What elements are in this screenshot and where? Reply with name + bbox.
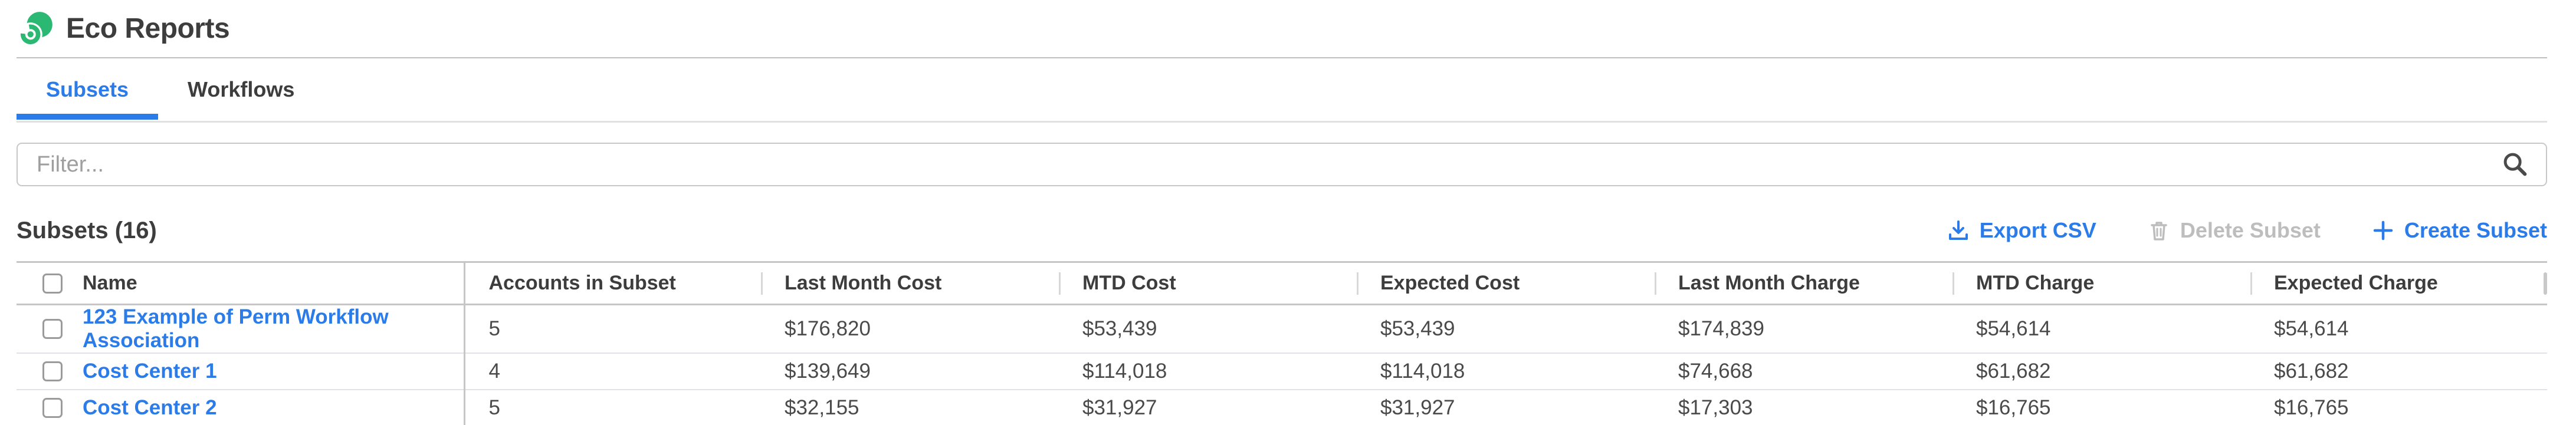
tab-subsets[interactable]: Subsets bbox=[17, 58, 159, 121]
subset-name-link[interactable]: 123 Example of Perm Workflow Association bbox=[83, 305, 389, 352]
toolbar-actions: Export CSV Delete Subset Create Subset bbox=[1947, 218, 2547, 243]
delete-subset-button[interactable]: Delete Subset bbox=[2147, 218, 2321, 243]
mtd-cost-cell: $31,927 bbox=[1082, 396, 1157, 419]
create-subset-label: Create Subset bbox=[2404, 218, 2547, 242]
last-month-cost-cell: $139,649 bbox=[785, 360, 871, 383]
mtd-charge-cell: $61,682 bbox=[1976, 360, 2051, 383]
page-title: Eco Reports bbox=[66, 13, 230, 44]
subsets-table: Name Accounts in Subset Last Month Cost … bbox=[17, 261, 2547, 425]
subset-name-link[interactable]: Cost Center 1 bbox=[83, 360, 217, 383]
row-checkbox[interactable] bbox=[42, 397, 63, 418]
accounts-cell: 5 bbox=[488, 317, 500, 340]
accounts-cell: 5 bbox=[488, 396, 500, 419]
select-all-cell bbox=[17, 262, 83, 305]
accounts-cell: 4 bbox=[488, 360, 500, 383]
subset-name-link[interactable]: Cost Center 2 bbox=[83, 396, 217, 419]
plus-icon bbox=[2373, 220, 2393, 240]
row-select-cell bbox=[17, 305, 83, 354]
column-header-expected-cost[interactable]: Expected Cost bbox=[1357, 262, 1655, 305]
download-icon bbox=[1948, 220, 1968, 240]
select-all-checkbox[interactable] bbox=[42, 273, 63, 294]
column-header-accounts[interactable]: Accounts in Subset bbox=[488, 272, 676, 294]
column-header-mtd-charge[interactable]: MTD Charge bbox=[1952, 262, 2250, 305]
subsets-toolbar: Subsets (16) Export CSV Delete Subset bbox=[17, 213, 2547, 248]
table-row: 123 Example of Perm Workflow Association… bbox=[17, 304, 2547, 354]
app-logo-icon bbox=[18, 11, 52, 46]
filter-bar bbox=[17, 143, 2547, 186]
tab-subsets-label: Subsets bbox=[46, 77, 129, 101]
subsets-count-heading: Subsets (16) bbox=[17, 217, 157, 243]
last-month-cost-cell: $176,820 bbox=[785, 317, 871, 340]
page: Eco Reports Subsets Workflows Subsets (1… bbox=[17, 0, 2547, 425]
last-month-cost-cell: $32,155 bbox=[785, 396, 859, 419]
mtd-charge-cell: $54,614 bbox=[1976, 317, 2051, 340]
row-checkbox[interactable] bbox=[42, 319, 63, 339]
column-header-last-month-cost[interactable]: Last Month Cost bbox=[761, 262, 1059, 305]
column-header-last-month-charge[interactable]: Last Month Charge bbox=[1655, 262, 1952, 305]
tab-workflows[interactable]: Workflows bbox=[158, 58, 324, 121]
export-csv-label: Export CSV bbox=[1979, 218, 2096, 242]
subset-name-cell: Cost Center 1 bbox=[83, 353, 465, 390]
active-tab-underline bbox=[17, 114, 159, 120]
tab-workflows-label: Workflows bbox=[188, 77, 295, 101]
subset-name-cell: 123 Example of Perm Workflow Association bbox=[83, 304, 465, 353]
column-header-name[interactable]: Name bbox=[83, 262, 465, 305]
expected-charge-cell: $61,682 bbox=[2274, 360, 2349, 383]
tab-bar: Subsets Workflows bbox=[17, 58, 2547, 123]
mtd-cost-cell: $114,018 bbox=[1082, 360, 1167, 383]
trash-icon bbox=[2151, 222, 2167, 240]
column-header-expected-charge[interactable]: Expected Charge bbox=[2250, 262, 2547, 305]
expected-cost-cell: $53,439 bbox=[1380, 317, 1455, 340]
last-month-charge-cell: $74,668 bbox=[1678, 360, 1753, 383]
table-row: Cost Center 1 4 $139,649 $114,018 $114,0… bbox=[17, 353, 2547, 390]
expected-cost-cell: $31,927 bbox=[1380, 396, 1455, 419]
app-header: Eco Reports bbox=[17, 0, 2547, 58]
expected-charge-cell: $16,765 bbox=[2274, 396, 2349, 419]
delete-subset-label: Delete Subset bbox=[2180, 218, 2321, 242]
mtd-charge-cell: $16,765 bbox=[1976, 396, 2051, 419]
last-month-charge-cell: $174,839 bbox=[1678, 317, 1764, 340]
row-checkbox[interactable] bbox=[42, 361, 63, 381]
subset-name-cell: Cost Center 2 bbox=[83, 390, 465, 425]
expected-cost-cell: $114,018 bbox=[1380, 360, 1465, 383]
row-select-cell bbox=[17, 390, 83, 425]
filter-input[interactable] bbox=[17, 143, 2547, 186]
search-icon bbox=[2503, 153, 2527, 176]
row-select-cell bbox=[17, 353, 83, 390]
last-month-charge-cell: $17,303 bbox=[1678, 396, 1753, 419]
expected-charge-cell: $54,614 bbox=[2274, 317, 2349, 340]
table-row: Cost Center 2 5 $32,155 $31,927 $31,927 … bbox=[17, 390, 2547, 425]
export-csv-button[interactable]: Export CSV bbox=[1947, 218, 2096, 243]
create-subset-button[interactable]: Create Subset bbox=[2371, 218, 2547, 243]
mtd-cost-cell: $53,439 bbox=[1082, 317, 1157, 340]
column-header-mtd-cost[interactable]: MTD Cost bbox=[1059, 262, 1357, 305]
table-header-row: Name Accounts in Subset Last Month Cost … bbox=[17, 262, 2547, 305]
